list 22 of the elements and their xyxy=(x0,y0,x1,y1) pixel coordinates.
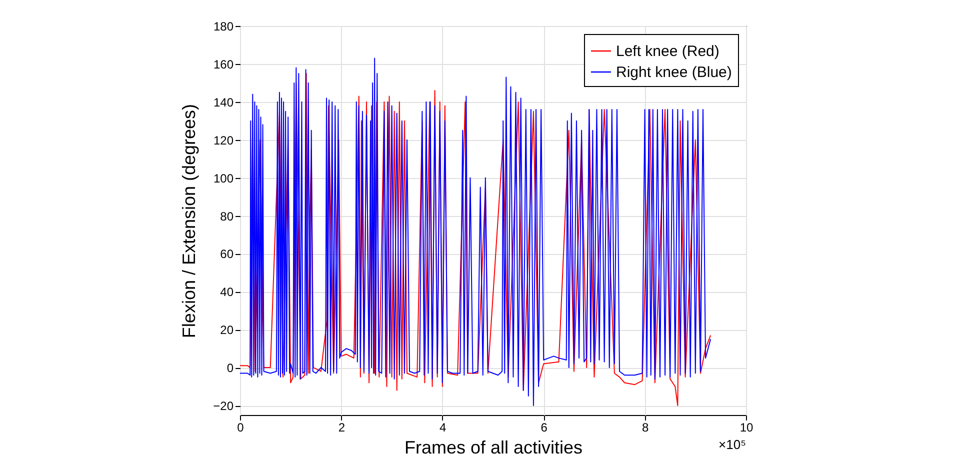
y-tick-label: 120 xyxy=(213,133,234,148)
y-tick-label: 80 xyxy=(220,209,234,224)
text: ×10⁵ xyxy=(718,437,746,452)
y-tick-label: 0 xyxy=(226,361,234,376)
y-axis-title: Flexion / Extension (degrees) xyxy=(179,104,200,338)
y-tick-label: 160 xyxy=(213,57,234,72)
x-axis-title: Frames of all activities xyxy=(404,438,583,458)
legend-label: Right knee (Blue) xyxy=(616,64,732,81)
y-tick-label: 40 xyxy=(220,285,234,300)
y-tick-label: 140 xyxy=(213,95,234,110)
y-tick-label: 180 xyxy=(213,20,234,34)
x-tick-label: 0 xyxy=(237,420,244,434)
x-tick-label: 10 xyxy=(740,420,754,434)
x-tick-label: 2 xyxy=(338,420,346,434)
y-tick-label: 60 xyxy=(220,247,234,262)
x-tick-label: 6 xyxy=(540,420,548,434)
legend-label: Left knee (Red) xyxy=(616,43,720,60)
x-tick-label: 4 xyxy=(440,420,447,434)
y-tick-label: 100 xyxy=(213,171,234,186)
y-tick-label: 20 xyxy=(220,323,234,338)
y-tick-label: −20 xyxy=(213,399,234,414)
x-tick-label: 8 xyxy=(642,420,649,434)
